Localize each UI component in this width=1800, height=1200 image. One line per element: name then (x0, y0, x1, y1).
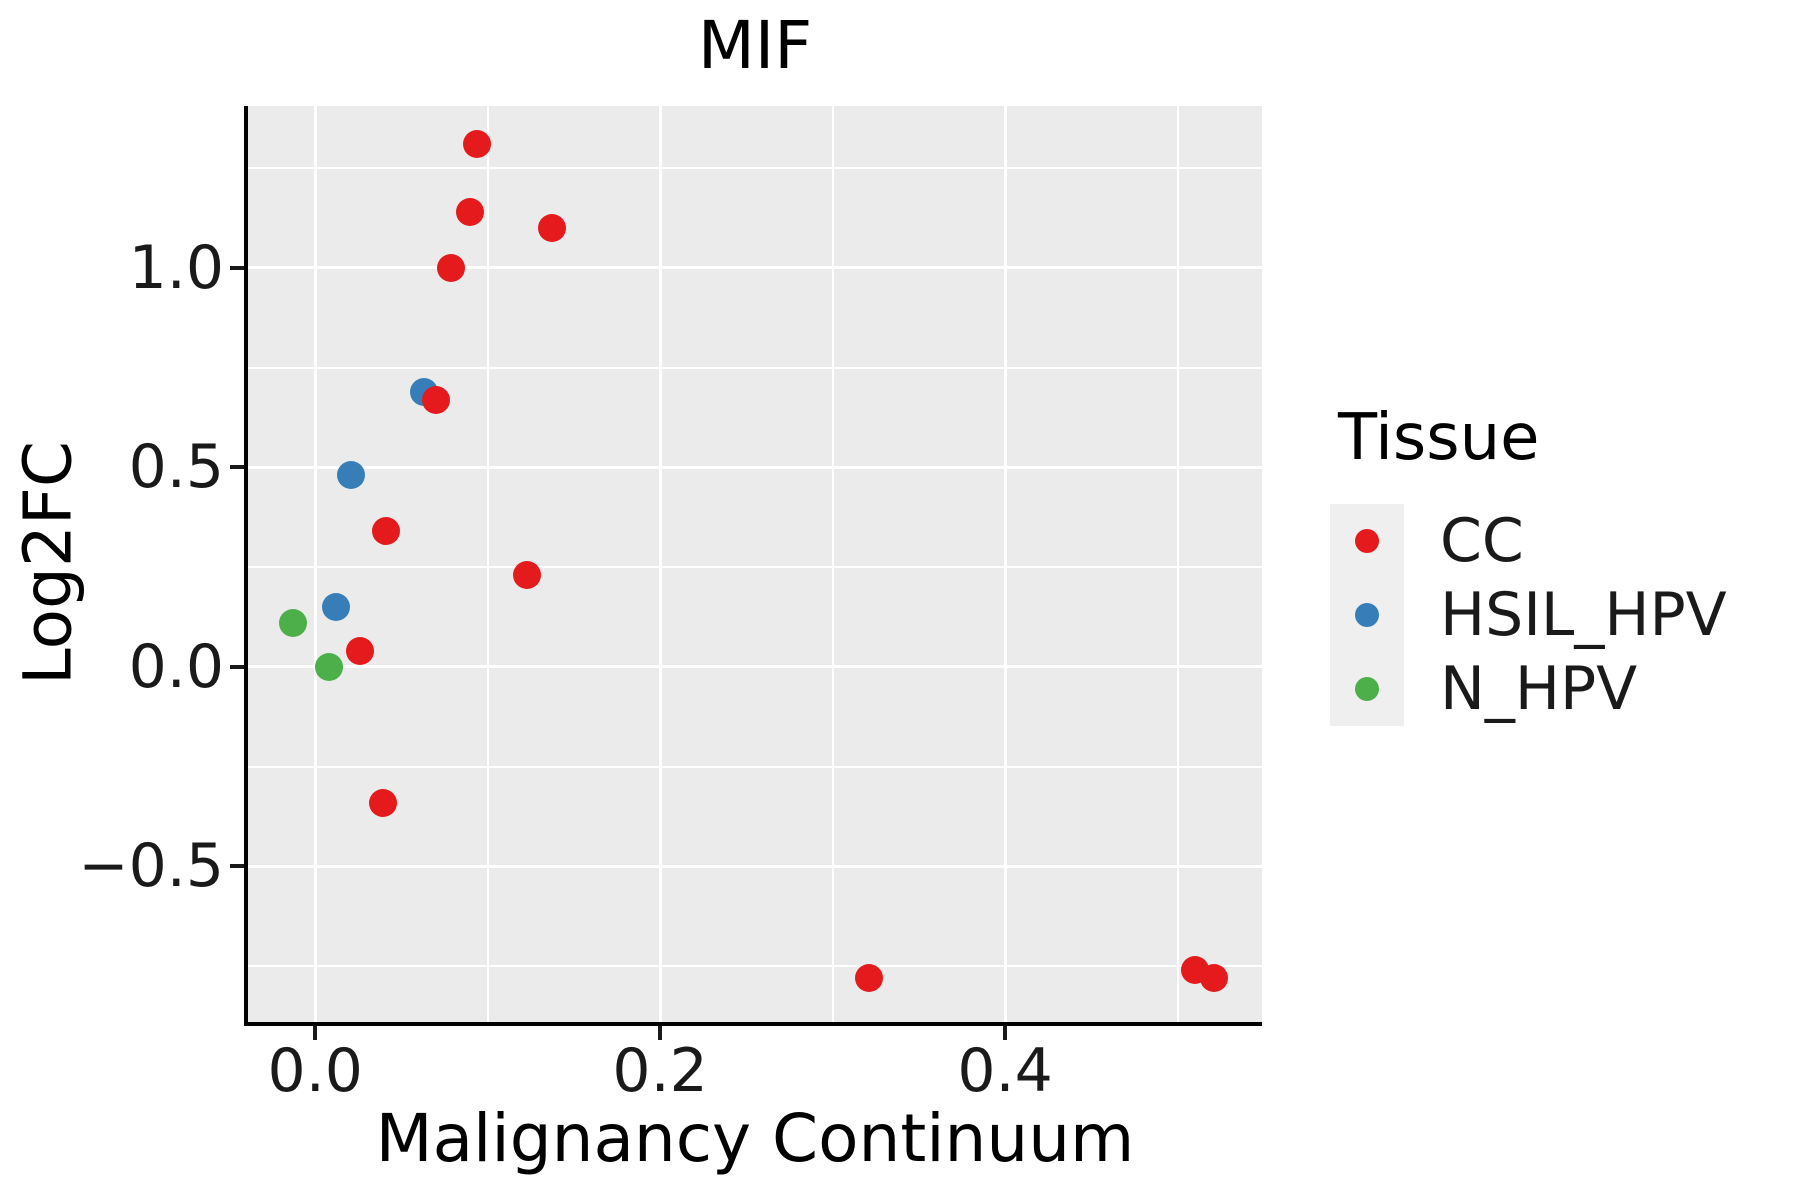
y-tick-mark (230, 465, 244, 470)
x-tick-label: 0.4 (957, 1036, 1053, 1106)
x-tick-label: 0.0 (267, 1036, 363, 1106)
data-point-CC (513, 561, 542, 590)
data-point-CC (437, 253, 466, 282)
y-tick-label: 1.0 (128, 232, 224, 303)
gridline-x-minor (1176, 106, 1179, 1022)
data-point-CC (537, 214, 566, 243)
legend-dot-icon (1355, 603, 1379, 627)
gridline-x-major (313, 106, 317, 1022)
x-axis-line (244, 1022, 1262, 1026)
legend-item-N_HPV: N_HPV (1330, 652, 1727, 726)
gridline-x-major (1003, 106, 1007, 1022)
data-point-CC (463, 130, 492, 159)
gridline-y-minor (248, 366, 1262, 369)
data-point-CC (1199, 964, 1228, 993)
y-tick-label: 0.5 (128, 432, 224, 503)
plot-panel (248, 106, 1262, 1022)
data-point-CC (368, 788, 397, 817)
legend-item-label: HSIL_HPV (1440, 580, 1727, 650)
legend: Tissue CC HSIL_HPV N_HPV (1330, 400, 1727, 726)
plot-title: MIF (697, 7, 813, 84)
gridline-y-major (248, 465, 1262, 469)
legend-dot-icon (1355, 529, 1379, 553)
legend-key (1330, 578, 1404, 652)
legend-key (1330, 652, 1404, 726)
gridline-y-minor (248, 566, 1262, 569)
gridline-y-minor (248, 765, 1262, 768)
data-point-CC (854, 964, 883, 993)
y-tick-mark (230, 265, 244, 270)
data-point-HSIL_HPV (337, 461, 366, 490)
x-tick-mark (313, 1026, 318, 1040)
gridline-x-major (658, 106, 662, 1022)
gridline-y-major (248, 266, 1262, 270)
legend-dot-icon (1355, 677, 1379, 701)
x-tick-mark (1003, 1026, 1008, 1040)
y-tick-mark (230, 664, 244, 669)
gridline-x-minor (831, 106, 834, 1022)
y-tick-label: 0.0 (128, 631, 224, 702)
x-axis-title: Malignancy Continuum (375, 1100, 1135, 1177)
gridline-y-minor (248, 965, 1262, 968)
legend-item-CC: CC (1330, 504, 1727, 578)
legend-items: CC HSIL_HPV N_HPV (1330, 504, 1727, 726)
gridline-y-minor (248, 167, 1262, 170)
x-tick-label: 0.2 (612, 1036, 708, 1106)
legend-key (1330, 504, 1404, 578)
data-point-CC (371, 517, 400, 546)
y-tick-label: −0.5 (78, 831, 224, 902)
data-point-CC (456, 198, 485, 227)
gridline-x-minor (486, 106, 489, 1022)
legend-item-HSIL_HPV: HSIL_HPV (1330, 578, 1727, 652)
legend-item-label: N_HPV (1440, 654, 1638, 724)
y-tick-mark (230, 864, 244, 869)
legend-title: Tissue (1338, 401, 1540, 475)
gridline-y-major (248, 864, 1262, 868)
y-axis-line (244, 106, 248, 1026)
data-point-N_HPV (278, 609, 307, 638)
data-point-CC (421, 385, 450, 414)
data-point-CC (346, 636, 375, 665)
x-tick-mark (658, 1026, 663, 1040)
y-axis-title: Log2FC (9, 441, 87, 685)
data-point-N_HPV (315, 652, 344, 681)
data-point-HSIL_HPV (321, 593, 350, 622)
legend-item-label: CC (1440, 506, 1524, 576)
gridline-y-major (248, 665, 1262, 669)
